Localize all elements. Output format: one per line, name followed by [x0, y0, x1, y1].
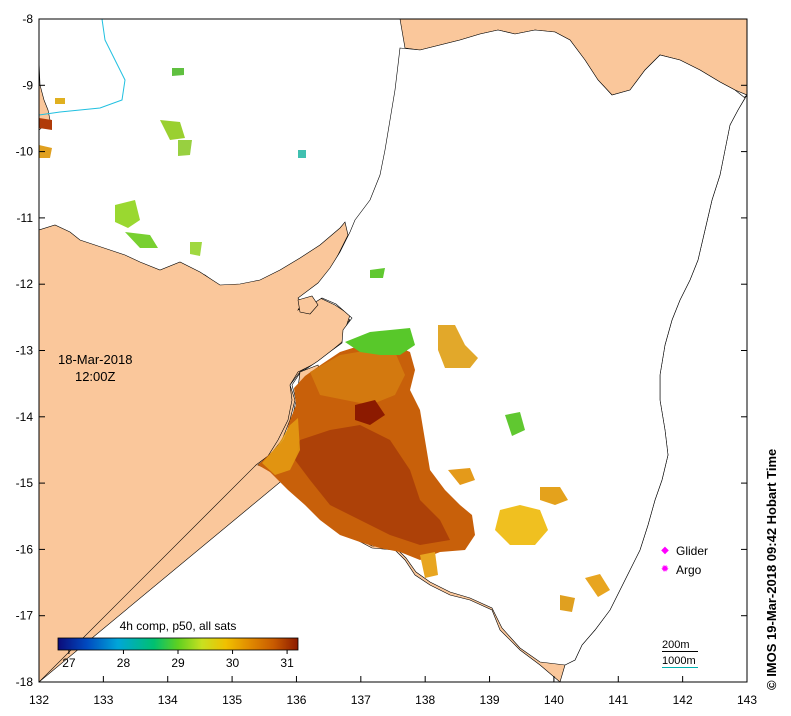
y-tick-label: -12	[16, 277, 34, 291]
y-tick-label: -9	[22, 78, 33, 92]
x-tick-label: 138	[415, 693, 435, 707]
colorbar-tick-label: 29	[171, 656, 185, 670]
island-groote	[297, 295, 319, 315]
sst-patch-nw7	[39, 145, 52, 158]
sst-patch-e2	[495, 505, 548, 545]
colorbar-tick-label: 27	[62, 656, 76, 670]
sst-patch-core	[295, 425, 450, 545]
contour-label-200m: 200m	[662, 639, 690, 651]
colorbar-tick-label: 30	[226, 656, 240, 670]
y-tick-label: -11	[17, 211, 34, 225]
colorbar-tick-label: 28	[117, 656, 131, 670]
timestamp-label: 18-Mar-2018 12:00Z	[58, 351, 132, 385]
contour-line-200m	[662, 651, 698, 652]
y-tick-label: -18	[16, 675, 34, 689]
x-tick-label: 142	[673, 693, 693, 707]
sst-patch-e3	[540, 487, 568, 505]
star-icon: ✹	[660, 564, 670, 575]
sst-patch-nw1	[115, 200, 140, 228]
sst-patch-nw3	[160, 120, 185, 140]
sst-patch-dark-spot	[355, 400, 385, 425]
sst-patch-nw8	[190, 242, 202, 256]
sst-patch-east	[438, 325, 478, 368]
sst-patch-top	[310, 350, 405, 405]
sst-patch-nw9	[370, 268, 385, 278]
sst-patch-e4	[448, 468, 475, 485]
marker-legend: ◆ Glider ✹ Argo	[658, 541, 708, 579]
legend-label-argo: Argo	[676, 562, 702, 577]
y-tick-label: -8	[22, 12, 33, 26]
sst-patch-nw5	[172, 68, 184, 76]
x-tick-label: 139	[480, 693, 500, 707]
x-tick-label: 140	[544, 693, 564, 707]
y-tick-label: -15	[16, 476, 34, 490]
sst-patch-orange-left	[262, 418, 300, 475]
sst-patch-nw6	[39, 118, 52, 130]
x-tick-label: 133	[93, 693, 113, 707]
sst-patch-nw10	[298, 150, 306, 158]
river-line	[39, 19, 126, 116]
sst-patch-green-top	[345, 328, 415, 355]
y-tick-label: -13	[16, 344, 34, 358]
sst-patch-s2	[560, 595, 575, 612]
contour-legend: 200m 1000m	[662, 638, 698, 670]
sst-patch-se	[585, 574, 610, 597]
x-tick-label: 132	[29, 693, 49, 707]
colorbar-title: 4h comp, p50, all sats	[119, 619, 237, 633]
y-tick-label: -10	[16, 145, 34, 159]
x-tick-label: 143	[737, 693, 757, 707]
colorbar-ticks: 27 28 29 30 31	[62, 650, 294, 670]
date-text: 18-Mar-2018	[58, 352, 133, 367]
sst-patch-green-small	[505, 412, 525, 436]
x-tick-label: 136	[286, 693, 306, 707]
sst-patch-nw2	[125, 232, 158, 248]
x-axis: 132 133 134 135 136 137 138 139 140 141 142 143	[29, 676, 757, 707]
y-axis: -8 -9 -10 -11 -12 -13 -14 -15 -16 -17 -18	[16, 12, 747, 689]
x-tick-label: 141	[608, 693, 628, 707]
legend-label-glider: Glider	[676, 543, 709, 558]
x-tick-label: 137	[351, 693, 371, 707]
sst-patch-nw4	[178, 140, 192, 156]
x-tick-label: 135	[222, 693, 242, 707]
sst-patch-nw11	[55, 98, 65, 104]
y-tick-label: -16	[16, 542, 34, 556]
y-tick-label: -17	[16, 609, 34, 623]
credit-text: © IMOS 19-Mar-2018 09:42 Hobart Time	[764, 448, 779, 690]
colorbar	[57, 637, 299, 651]
x-tick-label: 134	[158, 693, 178, 707]
diamond-icon: ◆	[661, 545, 669, 556]
sst-patch-s	[420, 552, 438, 578]
legend-item-glider: ◆ Glider	[658, 541, 708, 560]
legend-item-argo: ✹ Argo	[658, 560, 708, 579]
contour-label-1000m: 1000m	[662, 655, 696, 667]
colorbar-tick-label: 31	[280, 656, 294, 670]
y-tick-label: -14	[16, 410, 34, 424]
contour-line-1000m	[662, 667, 698, 668]
time-text: 12:00Z	[74, 369, 116, 384]
